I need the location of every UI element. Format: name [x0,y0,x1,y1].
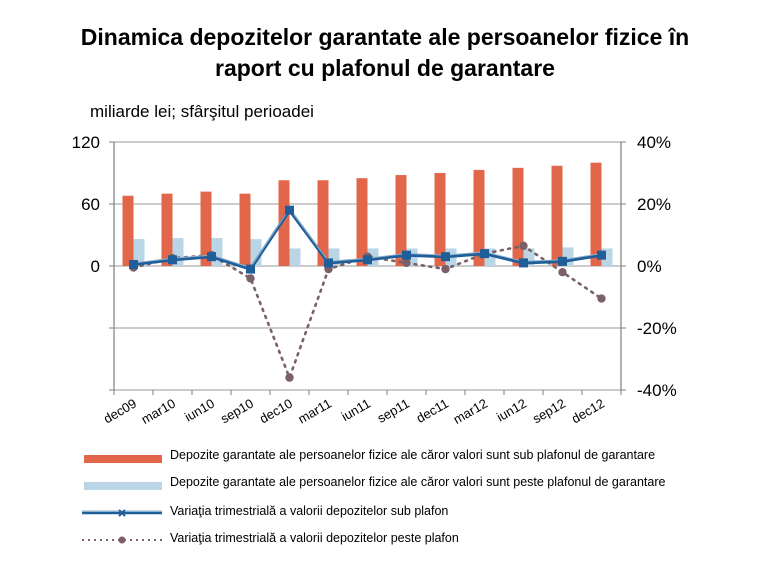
bar-above-plafon [133,239,145,266]
bar-above-plafon [406,248,418,266]
bar-above-plafon [484,248,496,266]
point-peste-plafon [519,241,528,251]
bar-below-plafon [434,173,446,266]
x-tick-label: iun12 [494,396,529,425]
bar-below-plafon [200,191,212,266]
left-tick-label: 60 [81,195,100,214]
x-tick-label: dec10 [257,396,295,427]
legend-item-bars-below: Depozite garantate ale persoanelor fizic… [80,449,700,469]
legend-label-bars-above: Depozite garantate ale persoanelor fizic… [170,475,666,489]
point-sub-plafon [285,205,294,215]
right-tick-label: -20% [637,319,677,338]
point-peste-plafon [402,258,411,268]
bar-below-plafon [473,169,485,266]
right-tick-label: 0% [637,257,662,276]
legend-label-bars-below: Depozite garantate ale persoanelor fizic… [170,448,656,462]
point-sub-plafon [519,258,528,268]
point-sub-plafon [558,256,567,266]
x-tick-label: mar10 [139,396,178,427]
bar-below-plafon [239,193,251,266]
x-tick-label: sep11 [375,396,412,426]
legend-line-dotted [82,536,162,544]
bar-below-plafon [551,165,563,266]
legend-line-solid [82,509,162,517]
bar-above-plafon [562,247,574,266]
bar-above-plafon [523,248,535,266]
bar-above-plafon [328,248,340,266]
legend-label-line-below: Variaţia trimestrială a valorii depozite… [170,504,449,518]
left-tick-label: 120 [72,133,100,152]
bar-above-plafon [172,238,184,266]
right-tick-label: 20% [637,195,671,214]
x-tick-label: sep10 [218,396,256,427]
point-sub-plafon [597,250,606,260]
point-peste-plafon [285,373,294,382]
point-sub-plafon [480,249,489,259]
point-sub-plafon [363,255,372,265]
x-tick-label: sep12 [530,396,568,427]
x-tick-label: dec11 [414,396,451,426]
bar-below-plafon [395,175,407,266]
right-tick-label: 40% [637,133,671,152]
legend-swatch-orange [84,455,162,463]
point-sub-plafon [168,255,177,265]
bar-above-plafon [211,238,223,266]
bar-above-plafon [250,239,262,266]
point-sub-plafon [402,250,411,260]
bar-below-plafon [278,180,290,266]
bar-below-plafon [356,178,368,266]
bar-below-plafon [590,162,602,266]
point-peste-plafon [246,274,255,283]
legend-item-line-above: Variaţia trimestrială a valorii depozite… [80,532,700,552]
point-sub-plafon [324,258,333,268]
bar-above-plafon [289,248,301,266]
x-tick-label: mar12 [451,396,490,427]
bar-below-plafon [122,195,134,266]
point-sub-plafon [246,264,255,274]
chart-title-line2: raport cu plafonul de garantare [215,55,555,81]
bar-below-plafon [317,180,329,266]
point-peste-plafon [441,264,450,274]
legend-item-bars-above: Depozite garantate ale persoanelor fizic… [80,476,700,496]
point-peste-plafon [597,294,606,303]
unit-label: miliarde lei; sfârşitul perioadei [90,102,314,121]
x-tick-label: dec12 [569,396,607,427]
x-tick-label: iun11 [339,396,373,424]
x-tick-label: dec09 [101,396,139,427]
right-tick-label: -40% [637,381,677,400]
bar-above-plafon [601,248,613,266]
chart-title-line1: Dinamica depozitelor garantate ale perso… [80,24,690,50]
bar-below-plafon [161,193,173,266]
legend-swatch-lightblue [84,482,162,490]
point-sub-plafon [207,252,216,262]
legend-label-line-above: Variaţia trimestrială a valorii depozite… [170,531,459,545]
left-tick-label: 0 [91,257,100,276]
point-sub-plafon [129,259,138,269]
point-sub-plafon [441,252,450,262]
x-tick-label: iun10 [182,396,217,425]
point-peste-plafon [558,268,567,277]
bar-below-plafon [512,167,524,266]
chart-title: Dinamica depozitelor garantate ale perso… [0,22,770,84]
x-tick-label: mar11 [295,396,334,427]
legend-item-line-below: Variaţia trimestrială a valorii depozite… [80,505,700,525]
